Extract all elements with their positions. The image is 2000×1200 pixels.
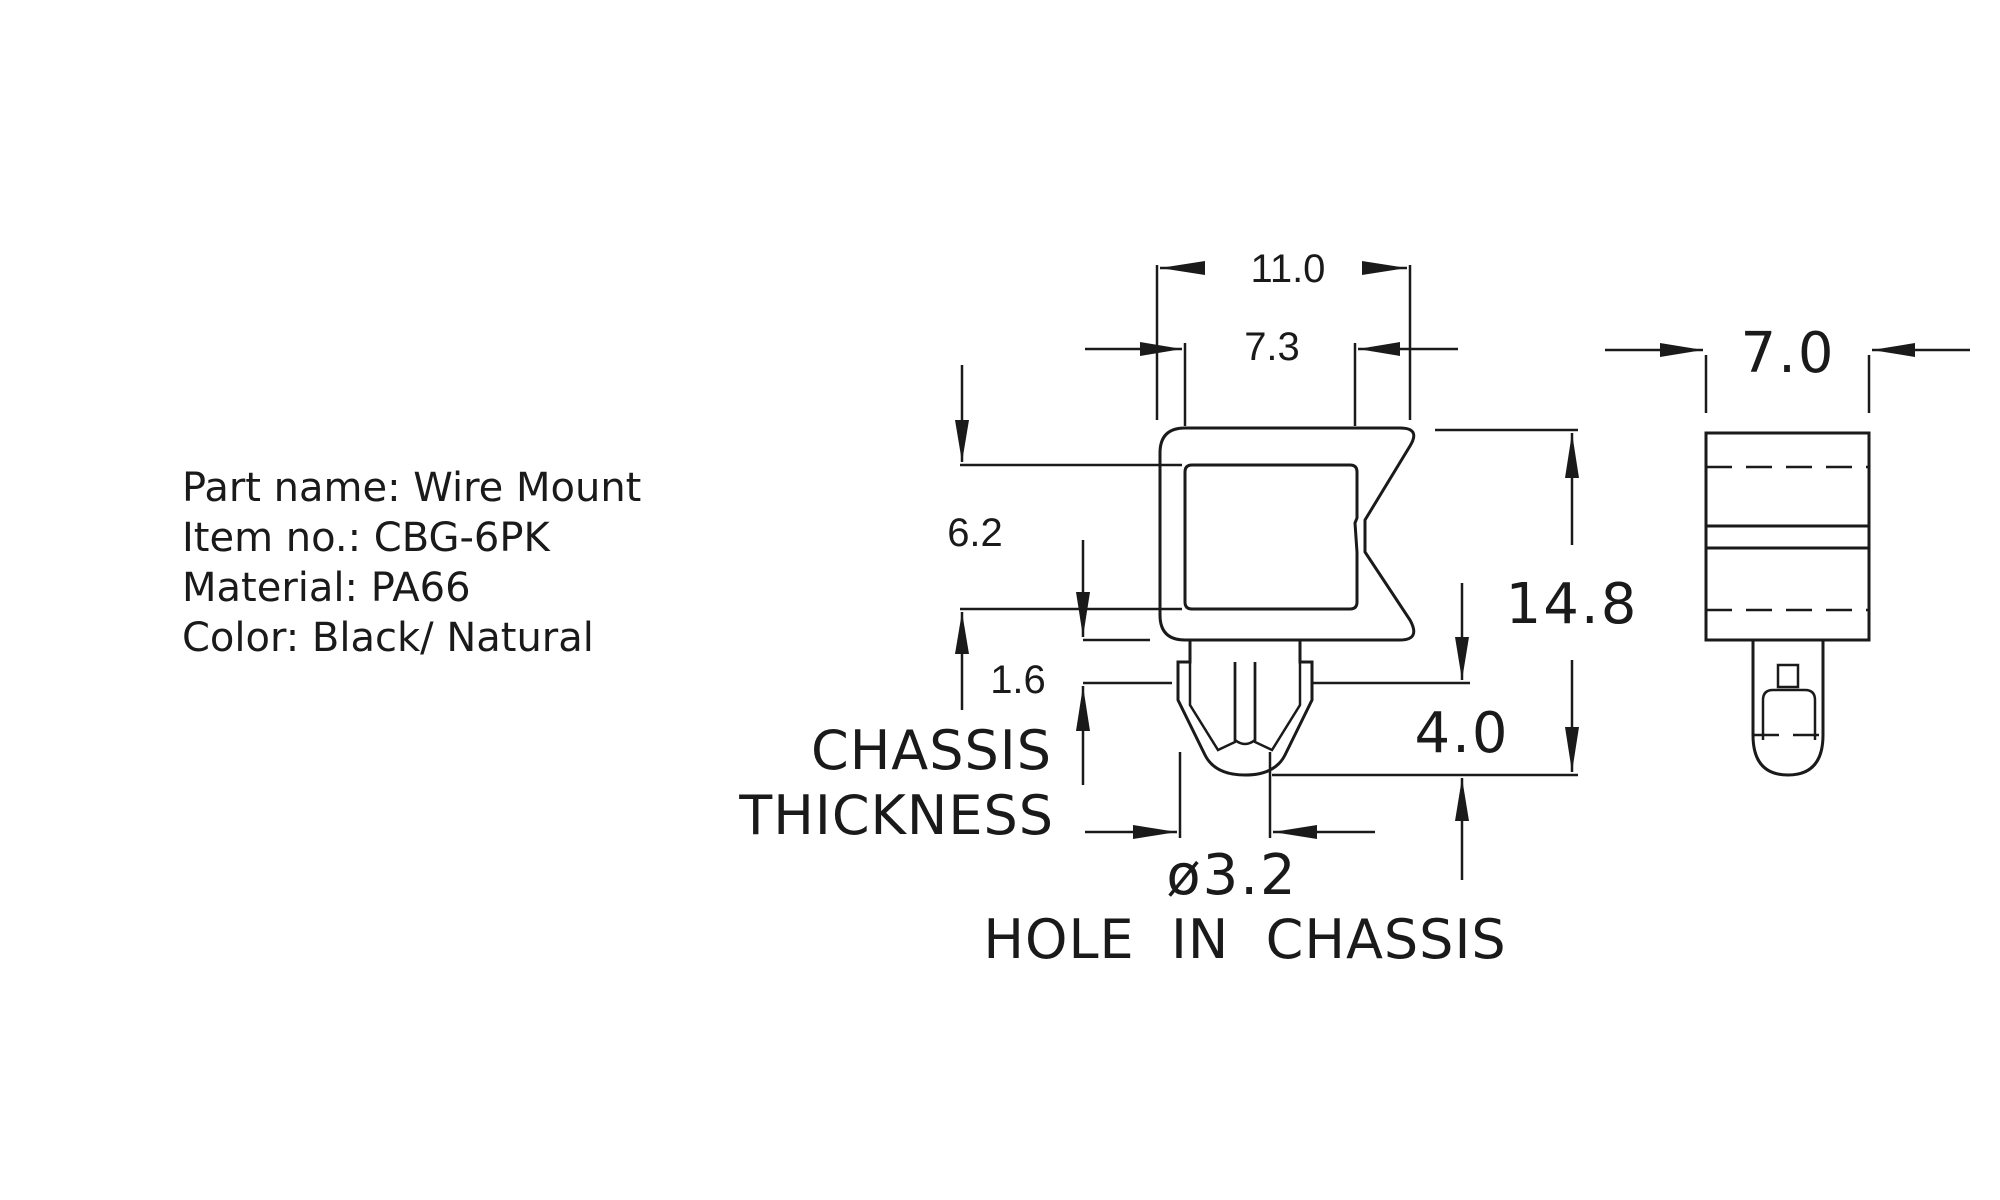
side-view <box>1704 431 1871 777</box>
dim-post-length: 4.0 <box>1312 583 1509 880</box>
dim-opening: 6.2 <box>947 365 1182 710</box>
side-post <box>1751 640 1825 777</box>
thickness-label: THICKNESS <box>738 784 1054 847</box>
arrowhead <box>1133 825 1177 839</box>
item-number: Item no.: CBG-6PK <box>182 515 550 561</box>
post-length-label: 4.0 <box>1414 701 1509 766</box>
hole-in-chassis-label: HOLE IN CHASSIS <box>983 908 1506 971</box>
arrowhead <box>1455 637 1469 680</box>
dim-hole-diameter: ø3.2 <box>1085 752 1375 908</box>
dim-base-thickness: 1.6 <box>990 540 1172 785</box>
part-name: Part name: Wire Mount <box>182 465 642 511</box>
dim-overall-width: 11.0 <box>1155 247 1412 420</box>
opening-label: 6.2 <box>947 511 1003 555</box>
arrowhead <box>1872 343 1915 357</box>
hole-diameter-label: ø3.2 <box>1166 843 1297 908</box>
color: Color: Black/ Natural <box>182 615 594 661</box>
arrowhead <box>1160 261 1205 275</box>
arrowhead <box>1455 778 1469 821</box>
mount-outer-outline <box>1158 426 1416 642</box>
arrowhead <box>1358 342 1400 356</box>
arrowhead <box>1076 686 1090 731</box>
part-specifications: Part name: Wire Mount Item no.: CBG-6PK … <box>182 463 641 663</box>
arrowhead <box>955 612 969 654</box>
mount-inner-outline <box>1183 463 1359 611</box>
arrowhead <box>1076 592 1090 637</box>
dim-slot-width: 7.3 <box>1085 325 1458 426</box>
arrowhead <box>1140 342 1182 356</box>
arrowhead <box>1273 825 1317 839</box>
slot-width-label: 7.3 <box>1244 325 1300 369</box>
material: Material: PA66 <box>182 565 471 611</box>
arrowhead <box>1660 343 1703 357</box>
overall-width-label: 11.0 <box>1251 247 1326 291</box>
arrowhead <box>1565 433 1579 478</box>
base-thickness-label: 1.6 <box>990 658 1046 702</box>
front-view <box>1158 426 1416 777</box>
arrowhead <box>955 420 969 462</box>
side-post-inner <box>1761 688 1817 740</box>
arrowhead <box>1565 727 1579 772</box>
overall-height-label: 14.8 <box>1506 572 1639 637</box>
arrowhead <box>1362 261 1407 275</box>
side-post-tab <box>1776 663 1800 689</box>
dim-side-width: 7.0 <box>1605 321 1970 413</box>
side-width-label: 7.0 <box>1740 321 1835 386</box>
chassis-label: CHASSIS <box>811 719 1052 782</box>
dim-overall-height: 14.8 <box>1272 428 1639 777</box>
side-body <box>1704 431 1871 642</box>
post-center <box>1233 662 1257 746</box>
mount-post <box>1176 640 1314 777</box>
